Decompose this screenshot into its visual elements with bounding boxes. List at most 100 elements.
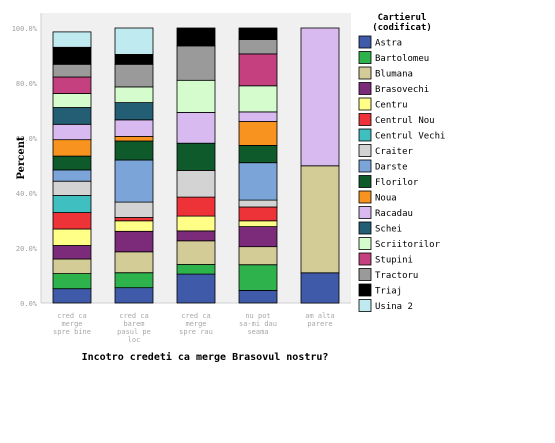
bar-segment <box>300 165 340 274</box>
y-tick-label: 0.0% <box>20 300 38 308</box>
bar-segment <box>176 240 216 265</box>
x-tick-label: nu pot sa-mi dau seama <box>239 312 277 336</box>
y-tick-label: 80.0% <box>16 80 38 88</box>
bar-segment <box>114 220 154 232</box>
legend-label: Racadau <box>375 209 413 219</box>
bar-segment <box>300 272 340 304</box>
legend-label: Darste <box>375 163 408 173</box>
legend-label: Usina 2 <box>375 302 413 312</box>
bar-segment <box>114 140 154 161</box>
bar-segment <box>238 206 278 222</box>
bar-segment <box>238 53 278 87</box>
bar-segment <box>52 123 92 141</box>
x-tick-label: cred ca merge spre rau <box>179 312 213 336</box>
bar-segment <box>52 228 92 246</box>
legend-label: Centrul Vechi <box>375 132 445 142</box>
bar-segment <box>114 217 154 222</box>
bar-segment <box>52 288 92 304</box>
bar-segment <box>176 273 216 304</box>
bar-segment <box>238 121 278 146</box>
legend-swatch <box>358 35 372 49</box>
bar-segment <box>114 135 154 142</box>
bar-segment <box>52 273 92 290</box>
legend-swatch <box>358 237 372 250</box>
bar-segment <box>52 31 92 48</box>
legend-swatch <box>358 82 372 95</box>
y-axis-title: Percent <box>16 136 27 180</box>
legend-label: Centrul Nou <box>375 116 435 126</box>
legend-label: Bartolomeu <box>375 54 429 64</box>
bar-segment <box>238 264 278 291</box>
legend-swatch <box>358 268 372 281</box>
bar-segment <box>176 45 216 81</box>
bar-segment <box>238 246 278 266</box>
bar-segment <box>52 93 92 108</box>
y-tick-label: 40.0% <box>16 190 38 198</box>
bar-segment <box>52 180 92 196</box>
bar-segment <box>52 258 92 275</box>
legend-label: Centru <box>375 101 408 111</box>
bar-segment <box>52 63 92 78</box>
legend-label: Florilor <box>375 178 419 188</box>
bar-segment <box>114 159 154 203</box>
bar-segment <box>114 27 154 55</box>
bar-segment <box>52 212 92 230</box>
bar-segment <box>238 27 278 41</box>
bar-segment <box>52 195 92 214</box>
legend-label: Noua <box>375 194 397 204</box>
x-tick-label: am alta parere <box>305 312 335 328</box>
bar-segment <box>238 111 278 122</box>
bar-segment <box>52 107 92 125</box>
legend-label: Craiter <box>375 147 414 157</box>
bar-segment <box>238 144 278 164</box>
bar-segment <box>114 251 154 274</box>
bar-segment <box>114 54 154 65</box>
y-tick-label: 100.0% <box>12 25 38 33</box>
bar-segment <box>52 76 92 94</box>
bar-segment <box>238 226 278 248</box>
bar-segment <box>52 169 92 182</box>
bar-segment <box>176 196 216 217</box>
legend-swatch <box>358 299 372 312</box>
legend-label: Astra <box>375 39 402 49</box>
y-tick-label: 20.0% <box>16 245 38 253</box>
bar-segment <box>114 201 154 218</box>
bar-segment <box>114 230 154 253</box>
legend-swatch <box>358 221 372 235</box>
legend-label: Tractoru <box>375 271 418 281</box>
legend-title: Cartierul (codificat) <box>372 12 432 33</box>
bar-segment <box>176 264 216 275</box>
bar-segment <box>52 245 92 260</box>
bar-segment <box>176 215 216 232</box>
legend-label: Schei <box>375 225 402 235</box>
bar-segment <box>114 119 154 137</box>
bar-segment <box>114 272 154 289</box>
bar-segment <box>114 63 154 88</box>
bar-segment <box>114 287 154 304</box>
legend-swatch <box>358 66 372 80</box>
x-tick-label: cred ca barem pasul pe loc <box>117 312 151 344</box>
legend-swatch <box>358 206 372 219</box>
bar-segment <box>238 199 278 208</box>
legend-swatch <box>358 144 372 157</box>
bar-segment <box>176 27 216 47</box>
bar-segment <box>176 230 216 242</box>
x-axis-title: Incotro credeti ca merge Brasovul nostru… <box>82 351 329 363</box>
bar-segment <box>176 112 216 144</box>
legend-swatch <box>358 128 372 142</box>
legend-swatch <box>358 190 372 204</box>
legend-swatch <box>358 252 372 266</box>
bar-segment <box>52 139 92 157</box>
bar-segment <box>238 39 278 55</box>
bar-segment <box>300 27 340 167</box>
legend-label: Scriitorilor <box>375 240 441 250</box>
bar-segment <box>52 155 92 171</box>
bar-segment <box>114 102 154 121</box>
legend-label: Stupini <box>375 256 413 266</box>
bar-segment <box>176 142 216 171</box>
y-tick-label: 60.0% <box>16 135 38 143</box>
bar-segment <box>52 46 92 65</box>
bar-segment <box>176 169 216 198</box>
legend-swatch <box>358 113 372 126</box>
